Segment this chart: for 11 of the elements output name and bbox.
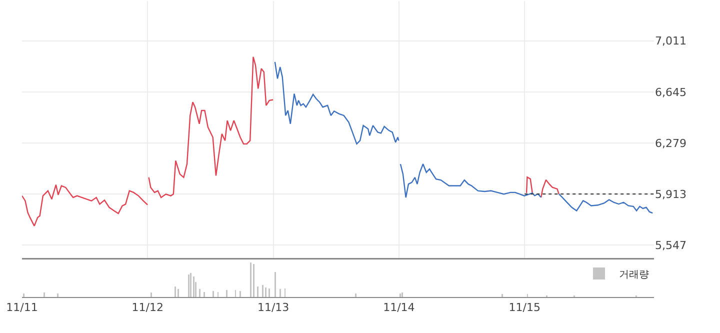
y-tick-label: 5,913	[655, 188, 686, 201]
x-tick-label: 11/15	[508, 301, 540, 314]
y-tick-label: 5,547	[655, 238, 686, 252]
x-tick-label: 11/11	[6, 301, 38, 314]
y-tick-label: 7,011	[655, 34, 686, 48]
x-tick-label: 11/14	[383, 301, 415, 314]
y-tick-label: 6,279	[655, 136, 686, 150]
x-tick-label: 11/13	[257, 301, 290, 314]
y-tick-label: 6,645	[655, 86, 686, 99]
legend-label: 거래량	[619, 269, 649, 280]
x-tick-label: 11/12	[132, 301, 164, 314]
